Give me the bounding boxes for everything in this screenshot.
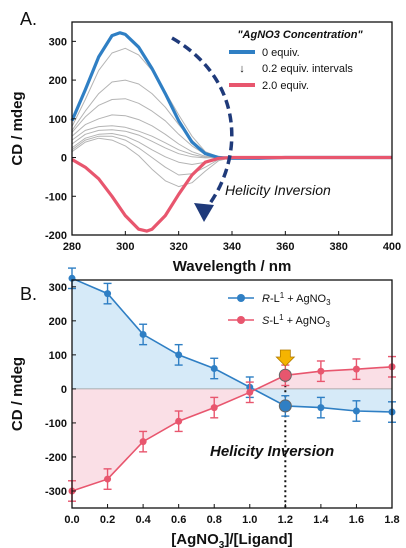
area-fill-r xyxy=(72,278,392,412)
x-tick-label: 320 xyxy=(169,241,187,253)
data-point-r xyxy=(317,404,325,412)
y-tick-label: 200 xyxy=(49,75,67,87)
data-point-r xyxy=(210,364,218,372)
series-line-s xyxy=(71,366,393,492)
trend-arrow xyxy=(171,36,234,212)
x-tick-label: 0.4 xyxy=(135,514,151,526)
panel-b: 0.0 0.2 0.4 0.6 0.8 1.0 1.2 1.4 1.6 1.8 -300 -200 -1… xyxy=(9,267,400,548)
x-tick-label: 1.8 xyxy=(384,514,399,526)
y-tick-label: -200 xyxy=(45,452,67,464)
data-point-s xyxy=(246,388,254,396)
y-tick-label: 0 xyxy=(61,153,67,165)
y-tick-label: 200 xyxy=(49,316,67,328)
data-point-s xyxy=(175,417,183,425)
cd-spectrum-2-equiv-line xyxy=(71,155,392,233)
plot-frame-b xyxy=(71,279,393,509)
legend-arrow-symbol: ↓ xyxy=(239,63,245,75)
trend-arrow-head xyxy=(194,203,214,222)
y-tick-label: 0 xyxy=(61,384,67,396)
x-tick-label: 1.4 xyxy=(313,514,329,526)
x-tick-label: 0.8 xyxy=(207,514,222,526)
series-line-r xyxy=(71,277,393,413)
y-tick-label: -100 xyxy=(45,418,67,430)
x-tick-label: 380 xyxy=(329,241,347,253)
helicity-inversion-label: Helicity Inversion xyxy=(210,443,334,460)
x-tick-label: 360 xyxy=(276,241,294,253)
data-point-r xyxy=(139,330,147,338)
y-tick-label: 100 xyxy=(49,114,67,126)
panel-a: 280 300 320 340 360 380 400 -200 -100 0 100 200 300 W… xyxy=(9,9,401,275)
x-axis-label: Wavelength / nm xyxy=(173,258,292,275)
data-point-s xyxy=(317,367,325,375)
panel-label-b: B. xyxy=(20,284,37,304)
y-tick-label: 300 xyxy=(49,36,67,48)
data-point-r xyxy=(278,399,292,413)
x-tick-label: 400 xyxy=(383,241,401,253)
data-point-r xyxy=(352,407,360,415)
legend-label-2-equiv: 2.0 equiv. xyxy=(262,80,309,92)
legend-label-0-equiv: 0 equiv. xyxy=(262,47,300,59)
y-axis-label: CD / mdeg xyxy=(9,91,26,165)
data-point-s xyxy=(139,438,147,446)
y-tick-label: -100 xyxy=(45,191,67,203)
y-axis-label: CD / mdeg xyxy=(9,357,26,431)
legend-title: "AgNO3 Concentration" xyxy=(237,29,363,41)
legend-label-S: S-L1 + AgNO3 xyxy=(262,313,330,329)
data-point-s xyxy=(210,404,218,412)
legend-label-intervals: 0.2 equiv. intervals xyxy=(262,63,353,75)
x-tick-label: 300 xyxy=(116,241,134,253)
x-tick-label: 1.2 xyxy=(278,514,293,526)
x-tick-label: 0.6 xyxy=(171,514,186,526)
x-tick-label: 1.0 xyxy=(242,514,257,526)
x-axis-label: [AgNO3]/[Ligand] xyxy=(171,531,292,548)
legend-marker-S xyxy=(237,316,245,324)
x-tick-label: 0.0 xyxy=(64,514,79,526)
data-point-s xyxy=(352,365,360,373)
data-point-s xyxy=(104,475,112,483)
y-tick-label: 100 xyxy=(49,350,67,362)
y-tick-label: -300 xyxy=(45,486,67,498)
data-point-r xyxy=(104,290,112,298)
x-tick-label: 0.2 xyxy=(100,514,115,526)
x-tick-label: 340 xyxy=(223,241,241,253)
area-fill-s xyxy=(72,366,392,491)
data-point-s xyxy=(278,368,292,382)
helicity-inversion-label: Helicity Inversion xyxy=(225,182,331,198)
data-point-r xyxy=(175,351,183,359)
legend-label-R: R-L1 + AgNO3 xyxy=(262,291,331,307)
x-tick-label: 280 xyxy=(63,241,81,253)
inversion-marker-arrow xyxy=(275,349,296,367)
panel-label-a: A. xyxy=(20,9,37,29)
y-tick-label: -200 xyxy=(45,230,67,242)
x-tick-label: 1.6 xyxy=(349,514,364,526)
y-tick-label: 300 xyxy=(49,282,67,294)
legend-marker-R xyxy=(237,294,245,302)
